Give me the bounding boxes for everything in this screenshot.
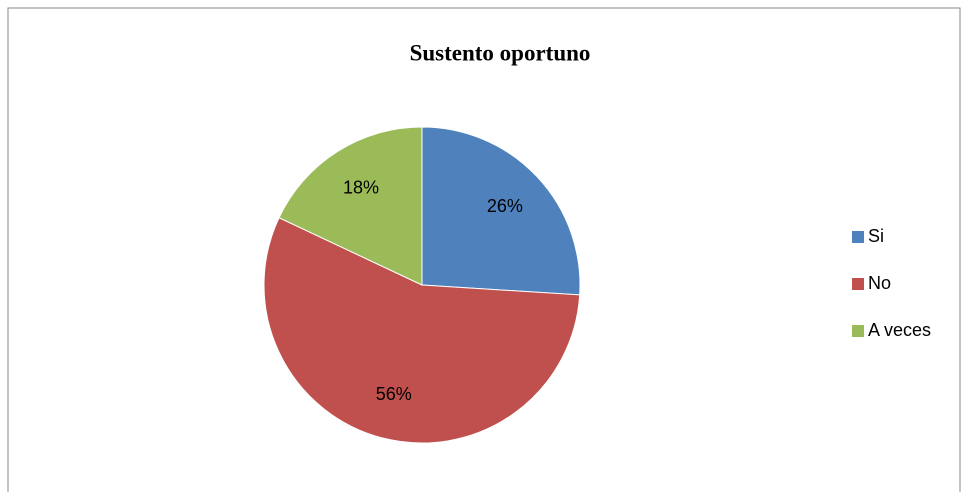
legend-label: Si: [868, 226, 884, 246]
data-label: 56%: [376, 384, 412, 404]
legend-label: No: [868, 273, 891, 293]
chart-frame: [7, 7, 961, 492]
data-label: 26%: [487, 196, 523, 216]
legend-swatch: [852, 325, 864, 337]
legend-label: A veces: [868, 320, 931, 340]
data-label: 18%: [343, 178, 379, 198]
chart-title: Sustento oportuno: [410, 40, 591, 65]
pie-slice: [421, 126, 581, 296]
pie-slice: [278, 126, 423, 286]
legend-swatch: [852, 231, 864, 243]
legend-swatch: [852, 278, 864, 290]
pie-slice: [263, 217, 581, 444]
